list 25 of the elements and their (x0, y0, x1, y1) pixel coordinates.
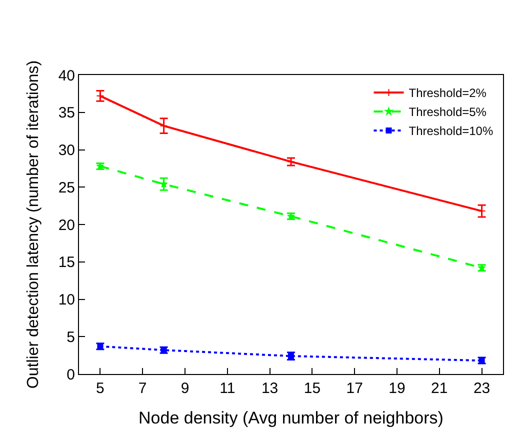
x-tick-label: 19 (388, 380, 406, 397)
legend-label: Threshold=2% (408, 86, 487, 100)
point (160, 122, 168, 130)
x-tick-label: 15 (304, 380, 321, 397)
x-tick-label: 13 (261, 380, 278, 397)
y-tick-label: 20 (58, 216, 75, 234)
y-tick-label: 5 (66, 328, 75, 346)
y-tick-label: 40 (58, 67, 75, 84)
y-tick-label: 15 (58, 254, 75, 272)
y-tick-label: 25 (58, 179, 75, 196)
x-tick-label: 11 (220, 380, 236, 397)
y-axis-title: Outlier detection latency (number of iterations) (25, 60, 42, 389)
x-tick-label: 5 (96, 380, 104, 397)
x-tick-label: 23 (473, 380, 490, 397)
y-tick-label: 35 (58, 104, 75, 122)
y-tick-label: 0 (66, 366, 75, 384)
x-tick-label: 9 (180, 380, 190, 397)
legend-label: Threshold=5% (408, 105, 487, 120)
x-tick-label: 21 (431, 380, 448, 397)
x-tick-label: 17 (346, 380, 363, 397)
y-tick-label: 30 (58, 142, 75, 159)
legend-label: Threshold=10% (408, 124, 494, 138)
x-tick-label: 7 (138, 380, 147, 397)
y-tick-label: 10 (58, 292, 75, 308)
x-axis-title: Node density (Avg number of neighbors) (138, 408, 444, 428)
